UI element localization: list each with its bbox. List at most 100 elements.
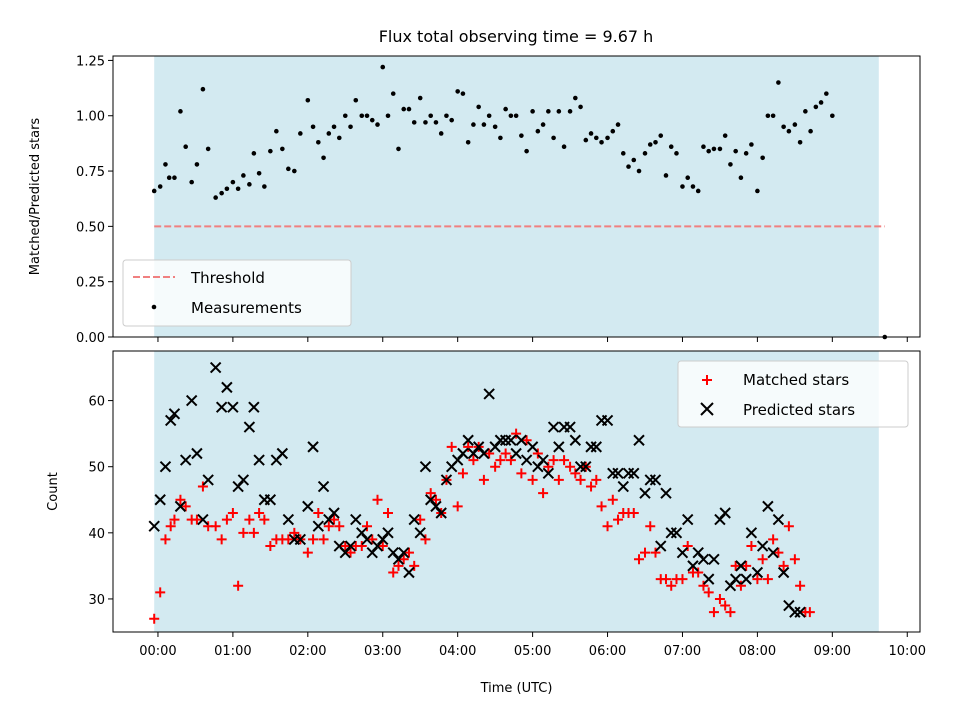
- matched-star-point: [628, 507, 639, 518]
- matched-star-point: [586, 481, 597, 492]
- matched-star-point: [367, 534, 378, 545]
- predicted-star-point: [655, 540, 667, 552]
- measurement-point: [481, 122, 487, 127]
- matched-star-point: [521, 435, 532, 446]
- measurement-point: [685, 175, 691, 180]
- predicted-star-point: [569, 434, 582, 446]
- predicted-star-point: [253, 454, 265, 466]
- measurement-point: [241, 173, 246, 178]
- predicted-star-point: [729, 573, 742, 585]
- predicted-star-point: [505, 434, 517, 446]
- matched-star-point: [516, 468, 527, 479]
- legend: Threshold Measurements: [122, 259, 352, 327]
- predicted-star-point: [670, 527, 683, 539]
- x-tick-label: 06:00: [589, 644, 626, 659]
- legend-label: Threshold: [190, 269, 265, 287]
- matched-star-point: [377, 541, 388, 552]
- predicted-star-point: [601, 414, 614, 427]
- predicted-star-point: [622, 467, 635, 480]
- matched-star-point: [308, 534, 319, 545]
- measurement-point: [460, 91, 466, 96]
- predicted-star-point: [414, 527, 426, 539]
- matched-star-point: [323, 521, 334, 532]
- predicted-star-point: [676, 546, 689, 559]
- measurement-point: [385, 113, 391, 119]
- matched-star-point: [768, 534, 779, 545]
- measurement-point: [594, 135, 599, 141]
- predicted-star-point: [735, 560, 747, 572]
- matched-star-point: [725, 607, 736, 618]
- predicted-star-point: [542, 467, 555, 480]
- predicted-star-point: [617, 480, 629, 493]
- predicted-star-point: [440, 474, 453, 486]
- predicted-star-point: [756, 540, 769, 552]
- matched-star-point: [356, 541, 367, 552]
- measurement-point: [588, 131, 594, 136]
- predicted-star-point: [745, 527, 758, 539]
- measurement-point: [235, 186, 241, 192]
- matched-star-point: [484, 448, 495, 459]
- matched-star-point: [741, 560, 752, 571]
- measurement-point: [348, 124, 353, 130]
- matched-star-point: [795, 580, 806, 591]
- matched-star-point: [340, 541, 351, 552]
- matched-star-point: [783, 521, 794, 532]
- predicted-star-point: [697, 553, 710, 565]
- matched-star-point: [334, 521, 345, 532]
- matched-star-point: [591, 474, 602, 485]
- predicted-star-point: [644, 474, 656, 486]
- measurement-point: [268, 148, 273, 154]
- legend-measurement-swatch: [151, 304, 157, 310]
- measurement-point: [573, 95, 578, 101]
- measurement-point: [561, 144, 567, 150]
- matched-star-point: [650, 547, 661, 558]
- predicted-star-point: [580, 460, 592, 473]
- predicted-star-point: [237, 474, 250, 486]
- measurement-point: [605, 135, 610, 141]
- measurement-point: [230, 179, 236, 185]
- measurement-point: [760, 155, 765, 161]
- predicted-star-point: [682, 513, 694, 526]
- matched-star-point: [155, 587, 166, 598]
- measurement-point: [200, 86, 206, 92]
- x-tick-label: 02:00: [289, 644, 326, 659]
- matched-star-point: [565, 461, 576, 472]
- measurement-point: [305, 97, 311, 103]
- matched-star-point: [227, 507, 238, 518]
- measurement-point: [668, 144, 674, 150]
- matched-star-point: [160, 534, 171, 545]
- predicted-star-point: [708, 553, 720, 565]
- measurement-point: [423, 120, 428, 125]
- predicted-star-point: [547, 421, 560, 433]
- matched-star-point: [265, 541, 276, 552]
- predicted-star-point: [777, 566, 790, 579]
- predicted-star-point: [264, 494, 277, 506]
- predicted-star-point: [751, 566, 764, 579]
- measurement-point: [636, 168, 642, 174]
- measurement-point: [151, 188, 157, 194]
- predicted-star-point: [221, 381, 233, 394]
- measurement-point: [251, 151, 257, 156]
- measurement-point: [492, 124, 498, 130]
- measurement-point: [189, 179, 194, 185]
- matched-star-point: [345, 547, 356, 558]
- predicted-star-point: [564, 421, 576, 433]
- measurement-point: [792, 122, 798, 127]
- measurement-point: [166, 175, 172, 180]
- measurement-point: [465, 139, 471, 145]
- x-axis-ticks: 00:00 01:00 02:00 03:00 04:00 05:00 06:00 07:00…: [139, 632, 926, 659]
- matched-star-point: [596, 501, 607, 512]
- measurement-point: [219, 190, 224, 196]
- predicted-star-point: [520, 454, 533, 466]
- measurement-point: [331, 124, 337, 130]
- predicted-star-point: [526, 441, 539, 453]
- measurement-point: [433, 120, 439, 125]
- predicted-star-point: [243, 421, 256, 433]
- matched-star-point: [415, 514, 426, 525]
- measurement-point: [359, 113, 365, 119]
- measurement-point: [390, 91, 396, 96]
- predicted-star-point: [649, 474, 662, 486]
- y-tick-label: 0.50: [76, 220, 105, 235]
- x-tick-label: 05:00: [514, 644, 551, 659]
- matched-star-point: [180, 501, 191, 512]
